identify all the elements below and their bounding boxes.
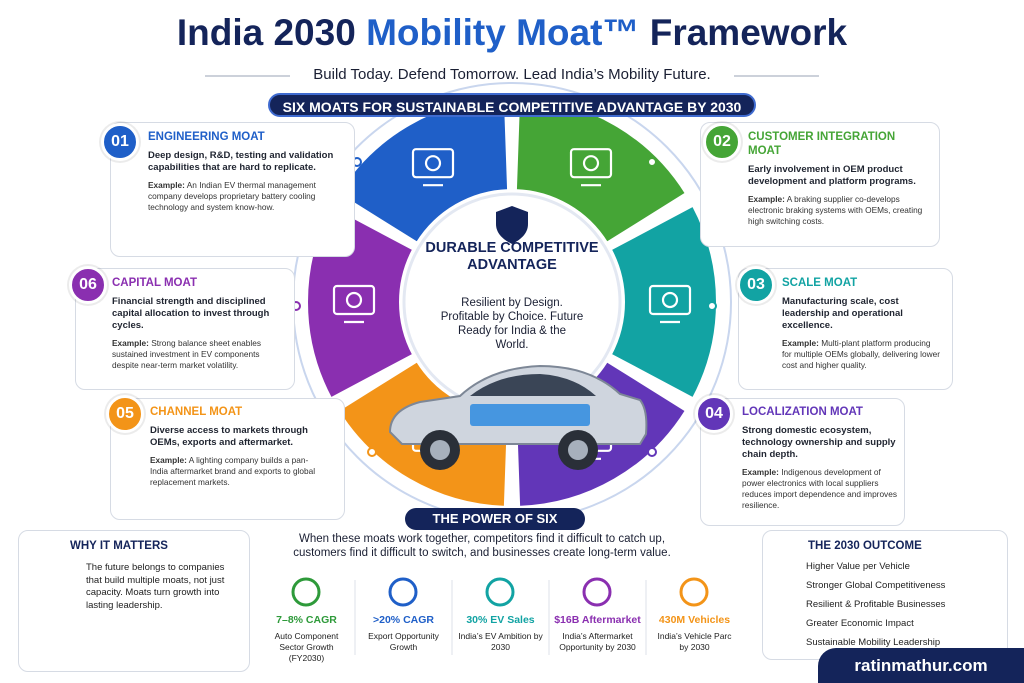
connector-dot [707,301,717,311]
stat-value: 7–8% CAGR [276,614,337,626]
moat-title: CUSTOMER INTEGRATION MOAT [748,131,896,157]
moat-example: Example: An Indian EV thermal management… [148,180,338,213]
segment-icon [332,284,376,324]
why-text: The future belongs to companies that bui… [86,562,225,611]
moat-box [110,398,345,520]
stat-label: Auto Component Sector Growth (FY2030) [274,631,339,663]
connector-dot [647,447,657,457]
moat-example: Example: Strong balance sheet enables su… [112,338,277,371]
footer: ratinmathur.com [818,648,1024,683]
example-text: Strong balance sheet enables sustained i… [112,338,261,370]
stat-label: Export Opportunity Growth [368,631,439,652]
moat-description: Strong domestic ecosystem, technology ow… [742,425,896,460]
outcome-item: Sustainable Mobility Leadership [806,637,941,648]
moat-number: 05 [106,395,144,433]
outcome-title: THE 2030 OUTCOME [808,540,922,552]
example-text: A braking supplier co-develops electroni… [748,194,923,226]
moat-example: Example: Indigenous development of power… [742,467,897,511]
example-text: Multi-plant platform producing for multi… [782,338,941,370]
power-text: When these moats work together, competit… [293,533,671,559]
stat-value: 430M Vehicles [658,614,731,626]
stat-icon [582,577,612,607]
icon-shape [582,155,600,172]
stat-label: India’s EV Ambition by 2030 [458,631,543,652]
center-text: Resilient by Design. Profitable by Choic… [440,297,584,351]
rim [430,440,450,460]
example-text: An Indian EV thermal management company … [148,180,316,212]
icon-shape [345,291,363,309]
moat-title: CAPITAL MOAT [112,277,197,289]
outcome-item: Resilient & Profitable Businesses [806,599,946,610]
banner: SIX MOATS FOR SUSTAINABLE COMPETITIVE AD… [268,93,756,117]
example-text: A lighting company builds a pan-India af… [150,455,316,487]
moat-title: SCALE MOAT [782,277,858,289]
stat-icon [291,577,321,607]
car-battery [470,404,590,426]
shield-icon [496,206,528,244]
stat-value: >20% CAGR [373,614,434,626]
connector-dot [647,157,657,167]
icon-shape [411,148,455,179]
why-title: WHY IT MATTERS [70,540,168,552]
outcome-item: Higher Value per Vehicle [806,561,910,572]
example-label: Example: [782,338,819,348]
why-box [18,530,250,672]
stat-icon [679,577,709,607]
title: India 2030 Mobility Moat™ Framework [0,12,1024,54]
example-label: Example: [742,467,779,477]
connector-dot [367,447,377,457]
outcome-item: Greater Economic Impact [806,618,914,629]
moat-title: LOCALIZATION MOAT [742,406,863,418]
icon-shape [424,155,442,172]
segment-icon [411,148,455,187]
stat-value: 30% EV Sales [466,614,535,626]
moat-box [75,268,295,390]
outcome-item: Stronger Global Competitiveness [806,580,946,591]
title-part: Mobility Moat™ [366,12,640,53]
stat-value: $16B Aftermarket [554,614,641,626]
moat-example: Example: A braking supplier co-develops … [748,194,928,227]
stat-icon [485,577,515,607]
moat-description: Manufacturing scale, cost leadership and… [782,296,903,331]
car-window [470,374,596,396]
segment-icon [569,148,613,187]
example-label: Example: [748,194,785,204]
stat-label: India’s Aftermarket Opportunity by 2030 [559,631,636,652]
center-title: DURABLE COMPETITIVE ADVANTAGE [425,240,599,273]
moat-number: 03 [737,266,775,304]
moat-box [110,122,355,257]
moat-box [700,398,905,526]
stat-icon [388,577,418,607]
moat-description: Early involvement in OEM product develop… [748,164,916,187]
moat-description: Deep design, R&D, testing and validation… [148,150,334,173]
icon-shape [661,291,679,309]
moat-title: CHANNEL MOAT [150,406,243,418]
rim [568,440,588,460]
car [388,364,648,470]
moat-number: 01 [101,123,139,161]
icon-shape [332,284,376,316]
moat-number: 04 [695,395,733,433]
moat-description: Diverse access to markets through OEMs, … [150,425,308,448]
example-label: Example: [150,455,187,465]
moat-example: Example: Multi-plant platform producing … [782,338,942,371]
moat-number: 02 [703,123,741,161]
segment-icon [648,284,692,324]
moat-title: ENGINEERING MOAT [148,131,265,143]
example-label: Example: [148,180,185,190]
moat-example: Example: A lighting company builds a pan… [150,455,325,488]
example-label: Example: [112,338,149,348]
icon-shape [569,148,613,179]
title-part: India 2030 [176,12,356,53]
example-text: Indigenous development of power electron… [742,467,897,510]
moat-number: 06 [69,266,107,304]
stat-label: India’s Vehicle Parc by 2030 [657,631,732,652]
subtitle: Build Today. Defend Tomorrow. Lead India… [313,66,711,83]
title-part: Framework [649,12,848,53]
moat-description: Financial strength and disciplined capit… [112,296,270,331]
power-title: THE POWER OF SIX [405,508,585,530]
icon-shape [648,284,692,316]
